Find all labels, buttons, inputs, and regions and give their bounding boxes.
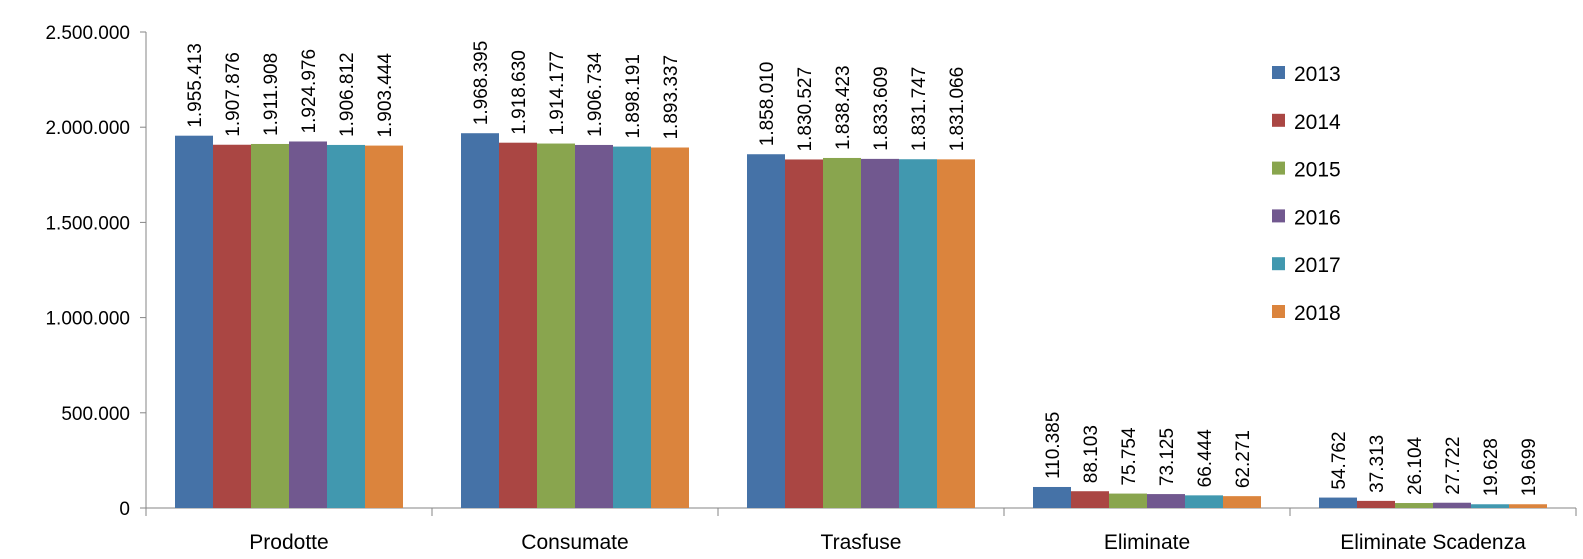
legend-label: 2017 [1294,254,1341,277]
chart-axes: 0 500.000 1.000.000 1.500.000 2.000.000 2.500… [45,23,1577,554]
chart-legend: 2013 2014 2015 2016 2017 2018 [1272,63,1341,325]
data-label: 1.838.423 [833,65,854,150]
data-label: 1.955.413 [185,43,206,128]
bar-2017 [327,144,365,508]
bar-2016 [1147,494,1185,508]
data-label: 54.762 [1329,431,1350,489]
data-label: 26.104 [1405,436,1426,495]
data-label: 1.898.191 [623,54,644,139]
y-tick-label: 500.000 [61,404,130,425]
bar-2015 [537,143,575,508]
bar-2015 [251,143,289,508]
y-tick-label: 1.500.000 [45,213,130,234]
bar-2017 [899,159,937,509]
data-label: 1.907.876 [223,52,244,137]
bar-2013 [461,133,499,508]
data-label: 1.914.177 [547,51,568,136]
data-label: 1.858.010 [757,62,778,147]
bar-2014 [499,142,537,508]
x-category-label: Prodotte [249,531,328,554]
legend-swatch-2016 [1272,209,1285,223]
bar-2017 [1185,495,1223,508]
bar-2013 [1319,497,1357,508]
chart-bars [175,133,1547,509]
data-label: 1.833.609 [871,66,892,151]
bar-2017 [1471,504,1509,508]
bar-2015 [823,157,861,508]
bar-2018 [1223,496,1261,508]
legend-swatch-2017 [1272,257,1285,271]
data-label: 1.906.734 [585,52,606,137]
data-label: 66.444 [1195,429,1216,488]
data-label: 1.831.747 [909,67,930,152]
data-label: 1.906.812 [337,52,358,137]
legend-label: 2018 [1294,302,1341,325]
data-label: 19.628 [1481,438,1502,496]
data-label: 27.722 [1443,437,1464,495]
bar-2013 [1033,486,1071,508]
legend-swatch-2018 [1272,305,1285,318]
data-label: 62.271 [1233,430,1254,488]
bar-2016 [575,144,613,509]
data-label: 1.831.066 [947,67,968,152]
data-label: 1.911.908 [261,53,282,136]
legend-label: 2015 [1294,159,1341,182]
data-label: 1.830.527 [795,67,816,152]
y-tick-label: 0 [119,499,130,520]
bar-2016 [1433,502,1471,508]
bar-2018 [365,145,403,508]
data-label: 88.103 [1081,425,1102,483]
x-category-label: Consumate [521,531,628,554]
legend-swatch-2013 [1272,66,1285,79]
x-category-label: Eliminate Scadenza [1340,531,1526,554]
data-label: 75.754 [1119,427,1140,486]
bar-2015 [1395,503,1433,508]
data-label: 1.968.395 [471,41,492,126]
bar-2018 [651,147,689,508]
x-category-label: Trasfuse [821,531,902,554]
legend-swatch-2015 [1272,161,1285,175]
data-label: 1.903.444 [375,53,396,138]
x-category-label: Eliminate [1104,531,1190,554]
data-label: 1.924.976 [299,49,320,134]
legend-swatch-2014 [1272,113,1285,127]
y-tick-label: 2.000.000 [45,118,130,139]
legend-label: 2014 [1294,111,1341,134]
data-label: 73.125 [1157,428,1178,486]
bar-2018 [937,159,975,508]
legend-label: 2016 [1294,206,1341,229]
chart-data-labels: 1.955.413 1.907.876 1.911.908 1.924.976 1.90… [185,41,1540,497]
legend-label: 2013 [1294,63,1341,86]
bar-2016 [289,141,327,509]
data-label: 37.313 [1367,435,1388,493]
bar-2015 [1109,493,1147,508]
bar-2014 [1071,491,1109,508]
bar-2018 [1509,504,1547,508]
data-label: 110.385 [1043,412,1064,479]
bar-2013 [175,135,213,508]
data-label: 19.699 [1519,438,1540,496]
y-tick-label: 2.500.000 [45,23,130,44]
y-tick-label: 1.000.000 [45,309,130,330]
bar-2017 [613,146,651,509]
data-label: 1.893.337 [661,55,682,140]
bar-2013 [747,154,785,508]
bar-2016 [861,158,899,508]
bar-2014 [785,159,823,509]
bar-2014 [213,144,251,508]
bar-2014 [1357,500,1395,508]
data-label: 1.918.630 [509,50,530,135]
